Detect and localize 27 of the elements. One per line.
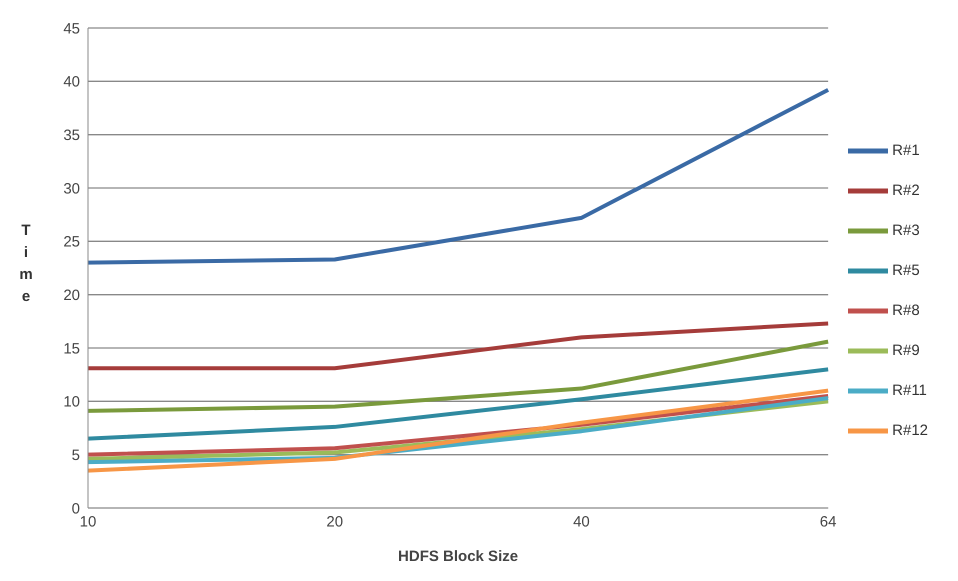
legend-label: R#2 <box>892 181 920 198</box>
line-series <box>86 340 830 413</box>
y-axis-title: Time <box>19 222 33 305</box>
legend-label: R#11 <box>892 381 927 398</box>
y-tick-label: 35 <box>63 126 80 144</box>
y-tick-label: 5 <box>72 446 80 464</box>
line-series <box>86 88 830 265</box>
legend-label: R#8 <box>892 301 920 318</box>
x-axis-title: HDFS Block Size <box>398 548 518 565</box>
y-tick-label: 25 <box>63 234 80 251</box>
x-tick-label: 64 <box>820 514 836 531</box>
y-tick-label: 10 <box>63 394 80 411</box>
legend-label: R#9 <box>892 341 920 358</box>
y-tick-label: 20 <box>63 286 80 304</box>
y-tick-label: 15 <box>63 340 80 358</box>
line-series <box>86 388 830 473</box>
legend-label: R#5 <box>892 261 920 278</box>
y-tick-label: 40 <box>63 74 80 91</box>
x-tick-label: 40 <box>573 514 590 531</box>
legend-label: R#1 <box>892 141 920 158</box>
legend-label: R#12 <box>892 421 928 438</box>
y-tick-label: 30 <box>63 180 80 198</box>
x-tick-label: 20 <box>326 514 344 531</box>
y-tick-label: 0 <box>72 500 80 518</box>
line-series <box>86 367 830 441</box>
legend-label: R#3 <box>892 221 920 238</box>
y-tick-label: 45 <box>63 20 80 38</box>
